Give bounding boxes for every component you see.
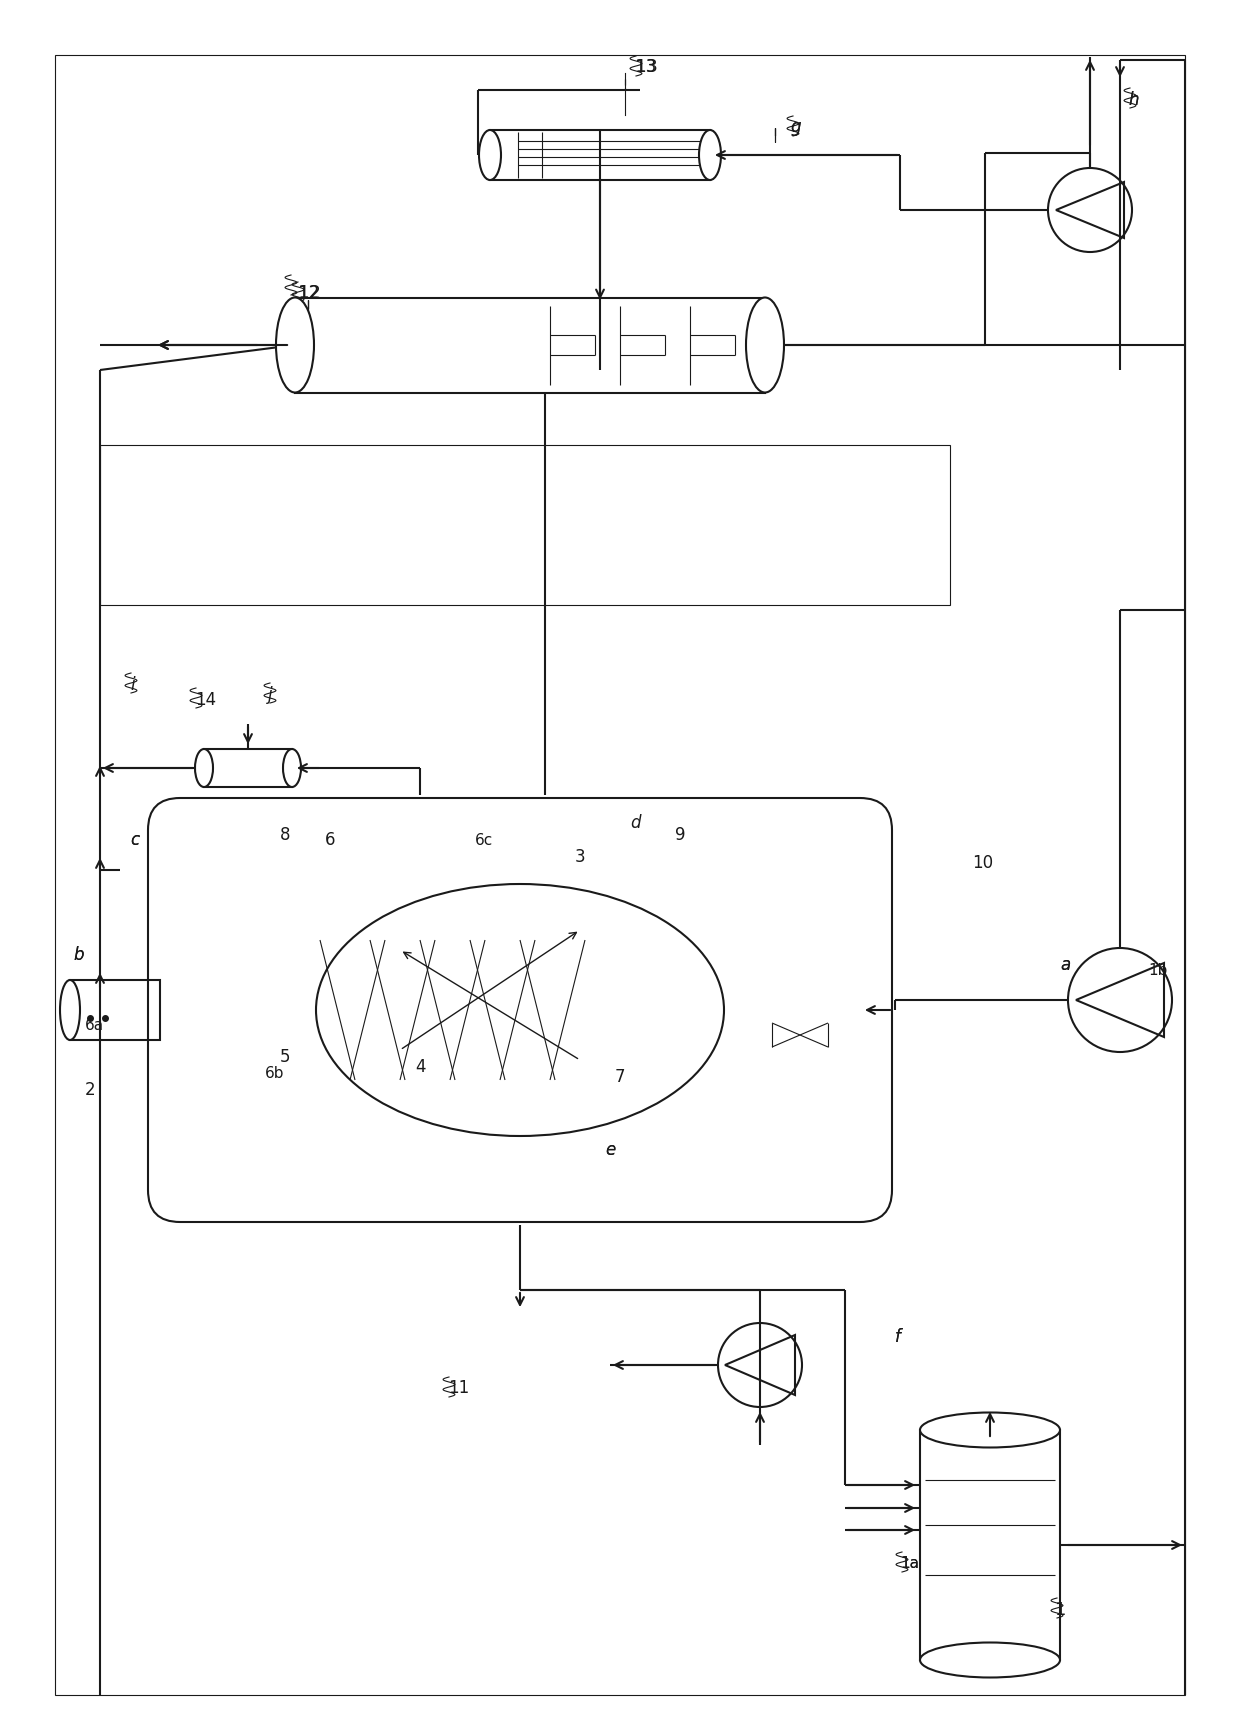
Text: c: c (130, 832, 139, 849)
Ellipse shape (195, 749, 213, 787)
Text: b: b (73, 946, 83, 965)
Bar (100, 444, 950, 605)
Ellipse shape (283, 749, 301, 787)
Text: 2: 2 (86, 1081, 95, 1100)
Text: 6: 6 (325, 832, 336, 849)
Bar (295, 297, 765, 392)
Text: 12: 12 (298, 284, 319, 303)
Text: i: i (130, 676, 135, 693)
Text: 6c: 6c (475, 833, 494, 847)
Text: j: j (268, 686, 273, 704)
Text: e: e (605, 1141, 615, 1158)
Text: 11: 11 (448, 1380, 469, 1397)
Text: 9: 9 (675, 826, 686, 844)
Text: 1a: 1a (900, 1556, 919, 1572)
Text: h: h (1128, 92, 1138, 109)
Ellipse shape (60, 980, 81, 1041)
Text: b: b (73, 946, 83, 965)
Text: 13: 13 (635, 59, 656, 76)
Ellipse shape (920, 1413, 1060, 1447)
Text: g: g (790, 118, 801, 137)
Bar (205, 749, 291, 787)
Text: 6b: 6b (265, 1067, 284, 1081)
Text: f: f (895, 1328, 901, 1345)
Ellipse shape (479, 130, 501, 180)
Text: 1b: 1b (1148, 963, 1167, 979)
Ellipse shape (746, 297, 784, 392)
Text: g: g (790, 118, 801, 137)
Bar (920, 1430, 1060, 1660)
Text: 1a: 1a (900, 1556, 919, 1572)
Text: c: c (130, 832, 139, 849)
Text: 12: 12 (298, 284, 321, 303)
Text: 13: 13 (635, 59, 658, 76)
Ellipse shape (920, 1643, 1060, 1677)
Text: h: h (1128, 92, 1138, 109)
Text: 10: 10 (972, 854, 993, 871)
Text: 6a: 6a (86, 1018, 104, 1032)
Text: 3: 3 (575, 847, 585, 866)
Text: 14: 14 (195, 692, 216, 709)
Ellipse shape (699, 130, 720, 180)
Text: 7: 7 (615, 1069, 625, 1086)
Text: 5: 5 (280, 1048, 290, 1067)
Bar (490, 130, 711, 180)
Text: 1: 1 (1055, 1601, 1066, 1618)
Ellipse shape (277, 297, 314, 392)
Text: 8: 8 (280, 826, 290, 844)
Text: f: f (895, 1328, 901, 1345)
Text: 4: 4 (415, 1058, 425, 1075)
Text: a: a (1060, 956, 1070, 973)
Text: e: e (605, 1141, 615, 1158)
Bar (69, 980, 160, 1041)
Text: a: a (1060, 956, 1070, 973)
Text: d: d (630, 814, 641, 832)
